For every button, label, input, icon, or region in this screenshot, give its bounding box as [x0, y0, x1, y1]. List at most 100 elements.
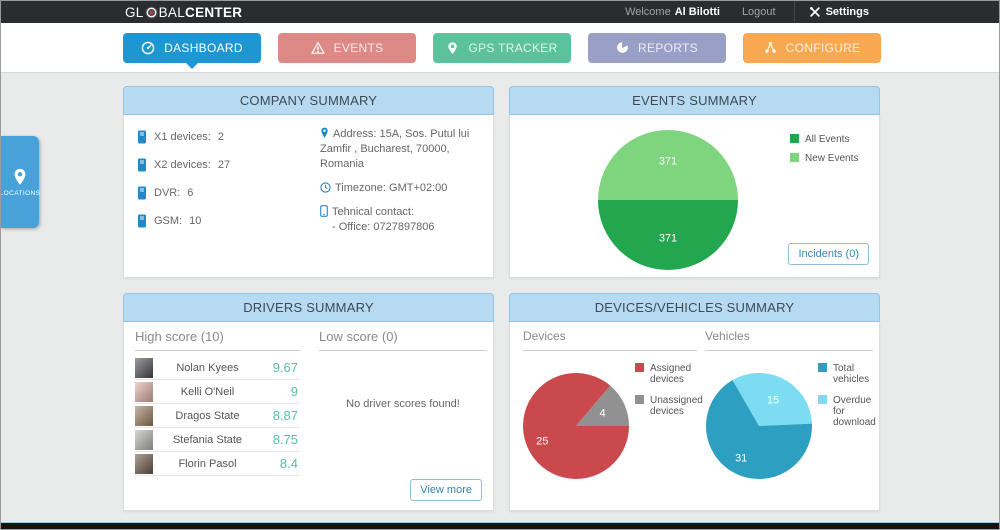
drivers-summary-panel: DRIVERS SUMMARY High score (10) Nolan Ky… [123, 293, 494, 511]
panel-title: DEVICES/VEHICLES SUMMARY [509, 293, 880, 322]
logo-mid: BAL [158, 4, 186, 20]
devices-vehicles-body: Devices Vehicles 25 4 Assigned devices Un… [509, 322, 880, 511]
tab-gps-tracker[interactable]: GPS TRACKER [433, 32, 571, 63]
events-summary-panel: EVENTS SUMMARY 371 371 All Events New Eve… [509, 86, 880, 278]
user-name: Al Bilotti [674, 6, 720, 18]
tab-label: CONFIGURE [785, 40, 861, 55]
panel-title: COMPANY SUMMARY [123, 86, 494, 115]
low-score-header: Low score (0) [319, 329, 487, 351]
driver-score: 8.87 [272, 408, 298, 423]
device-count-item: DVR: 6 [137, 185, 230, 201]
tab-dashboard[interactable]: DASHBOARD [123, 32, 261, 69]
company-summary-body: X1 devices: 2 X2 devices: 27 DVR: 6 GSM:… [123, 115, 494, 278]
topbar-right: Welcome Al Bilotti Logout Settings [625, 1, 999, 23]
no-scores-message: No driver scores found! [346, 398, 460, 410]
device-value: 2 [217, 131, 224, 143]
legend-item: Total vehicles [818, 363, 878, 385]
devices-legend: Assigned devices Unassigned devices [635, 363, 703, 427]
tab-events[interactable]: EVENTS [278, 32, 416, 63]
legend-swatch [818, 395, 827, 404]
tab-label: EVENTS [333, 40, 384, 55]
clock-icon [320, 182, 331, 193]
logout-link[interactable]: Logout [741, 6, 776, 18]
events-pie-chart: 371 371 [598, 130, 738, 275]
tab-label: GPS TRACKER [468, 40, 558, 55]
events-legend: All Events New Events [790, 134, 858, 172]
devices-vehicles-summary-panel: DEVICES/VEHICLES SUMMARY Devices Vehicle… [509, 293, 880, 511]
devices-pie-chart: 25 4 [523, 373, 629, 484]
incidents-button[interactable]: Incidents (0) [788, 243, 869, 265]
driver-avatar [135, 381, 153, 402]
svg-text:15: 15 [767, 394, 779, 406]
legend-swatch [635, 363, 644, 372]
device-count-list: X1 devices: 2 X2 devices: 27 DVR: 6 GSM:… [137, 129, 230, 241]
driver-row[interactable]: Kelli O'Neil 9 [135, 380, 300, 404]
locations-side-tab[interactable]: LOCATIONS [0, 136, 41, 228]
driver-score: 8.75 [272, 432, 298, 447]
view-more-button[interactable]: View more [410, 479, 482, 501]
logo-prefix: GL [125, 4, 144, 20]
app-logo: GL BAL CENTER [125, 5, 242, 20]
events-summary-body: 371 371 All Events New Events Incidents (… [509, 115, 880, 278]
warning-triangle-icon [310, 41, 325, 54]
timezone-value: GMT+02:00 [389, 182, 448, 194]
legend-item: Assigned devices [635, 363, 697, 385]
devices-section-header: Devices [523, 329, 697, 351]
driver-row[interactable]: Dragos State 8.87 [135, 404, 300, 428]
legend-item: New Events [790, 153, 858, 164]
tab-label: DASHBOARD [164, 40, 243, 55]
device-icon [138, 130, 146, 144]
device-count-item: X1 devices: 2 [137, 129, 230, 145]
driver-avatar [135, 405, 153, 426]
legend-item: Unassigned devices [635, 395, 703, 417]
address-value: 15A, Sos. Putul lui Zamfir , Bucharest, … [320, 128, 470, 170]
driver-score: 9.67 [272, 360, 298, 375]
device-icon [138, 214, 146, 228]
high-score-header: High score (10) [135, 329, 300, 351]
legend-item: Overdue for download [818, 395, 878, 428]
driver-name: Dragos State [175, 409, 240, 422]
legend-swatch [790, 153, 799, 162]
svg-text:4: 4 [599, 408, 605, 420]
device-icon [138, 186, 146, 200]
device-value: 10 [189, 215, 202, 227]
driver-score: 9 [290, 384, 298, 399]
device-label: GSM: [154, 215, 183, 227]
device-value: 6 [187, 187, 194, 199]
legend-swatch [818, 363, 827, 372]
svg-text:31: 31 [735, 452, 747, 464]
svg-text:371: 371 [659, 155, 677, 167]
contact-item: Tehnical contact: - Office: 0727897806 [320, 205, 492, 235]
driver-row[interactable]: Nolan Kyees 9.67 [135, 356, 300, 380]
panel-title: EVENTS SUMMARY [509, 86, 880, 115]
phone-icon [320, 205, 328, 217]
legend-label: Overdue for download [833, 395, 876, 428]
low-score-column: Low score (0) No driver scores found! [319, 329, 487, 410]
driver-avatar [135, 357, 153, 378]
panel-title: DRIVERS SUMMARY [123, 293, 494, 322]
gauge-icon [141, 41, 155, 54]
svg-text:371: 371 [659, 232, 677, 244]
timezone-label: Timezone: [335, 182, 386, 194]
tab-reports[interactable]: REPORTS [588, 32, 726, 63]
device-count-item: X2 devices: 27 [137, 157, 230, 173]
vehicles-legend: Total vehicles Overdue for download [818, 363, 878, 438]
legend-swatch [790, 134, 799, 143]
contact-office: - Office: 0727897806 [332, 221, 435, 233]
driver-row[interactable]: Stefania State 8.75 [135, 428, 300, 452]
tab-label: REPORTS [638, 40, 698, 55]
settings-button[interactable]: Settings [793, 1, 881, 23]
device-icon [138, 158, 146, 172]
driver-row[interactable]: Florin Pasol 8.4 [135, 452, 300, 476]
tab-configure[interactable]: CONFIGURE [743, 32, 881, 63]
svg-text:25: 25 [536, 436, 548, 448]
high-score-column: High score (10) Nolan Kyees 9.67 Kelli O… [135, 329, 300, 476]
drivers-summary-body: High score (10) Nolan Kyees 9.67 Kelli O… [123, 322, 494, 511]
legend-label: Unassigned devices [650, 395, 703, 417]
company-summary-panel: COMPANY SUMMARY X1 devices: 2 X2 devices… [123, 86, 494, 278]
locations-label: LOCATIONS [0, 189, 41, 197]
pin-icon [321, 127, 328, 138]
driver-avatar [135, 453, 153, 474]
timezone-item: Timezone: GMT+02:00 [320, 181, 492, 196]
